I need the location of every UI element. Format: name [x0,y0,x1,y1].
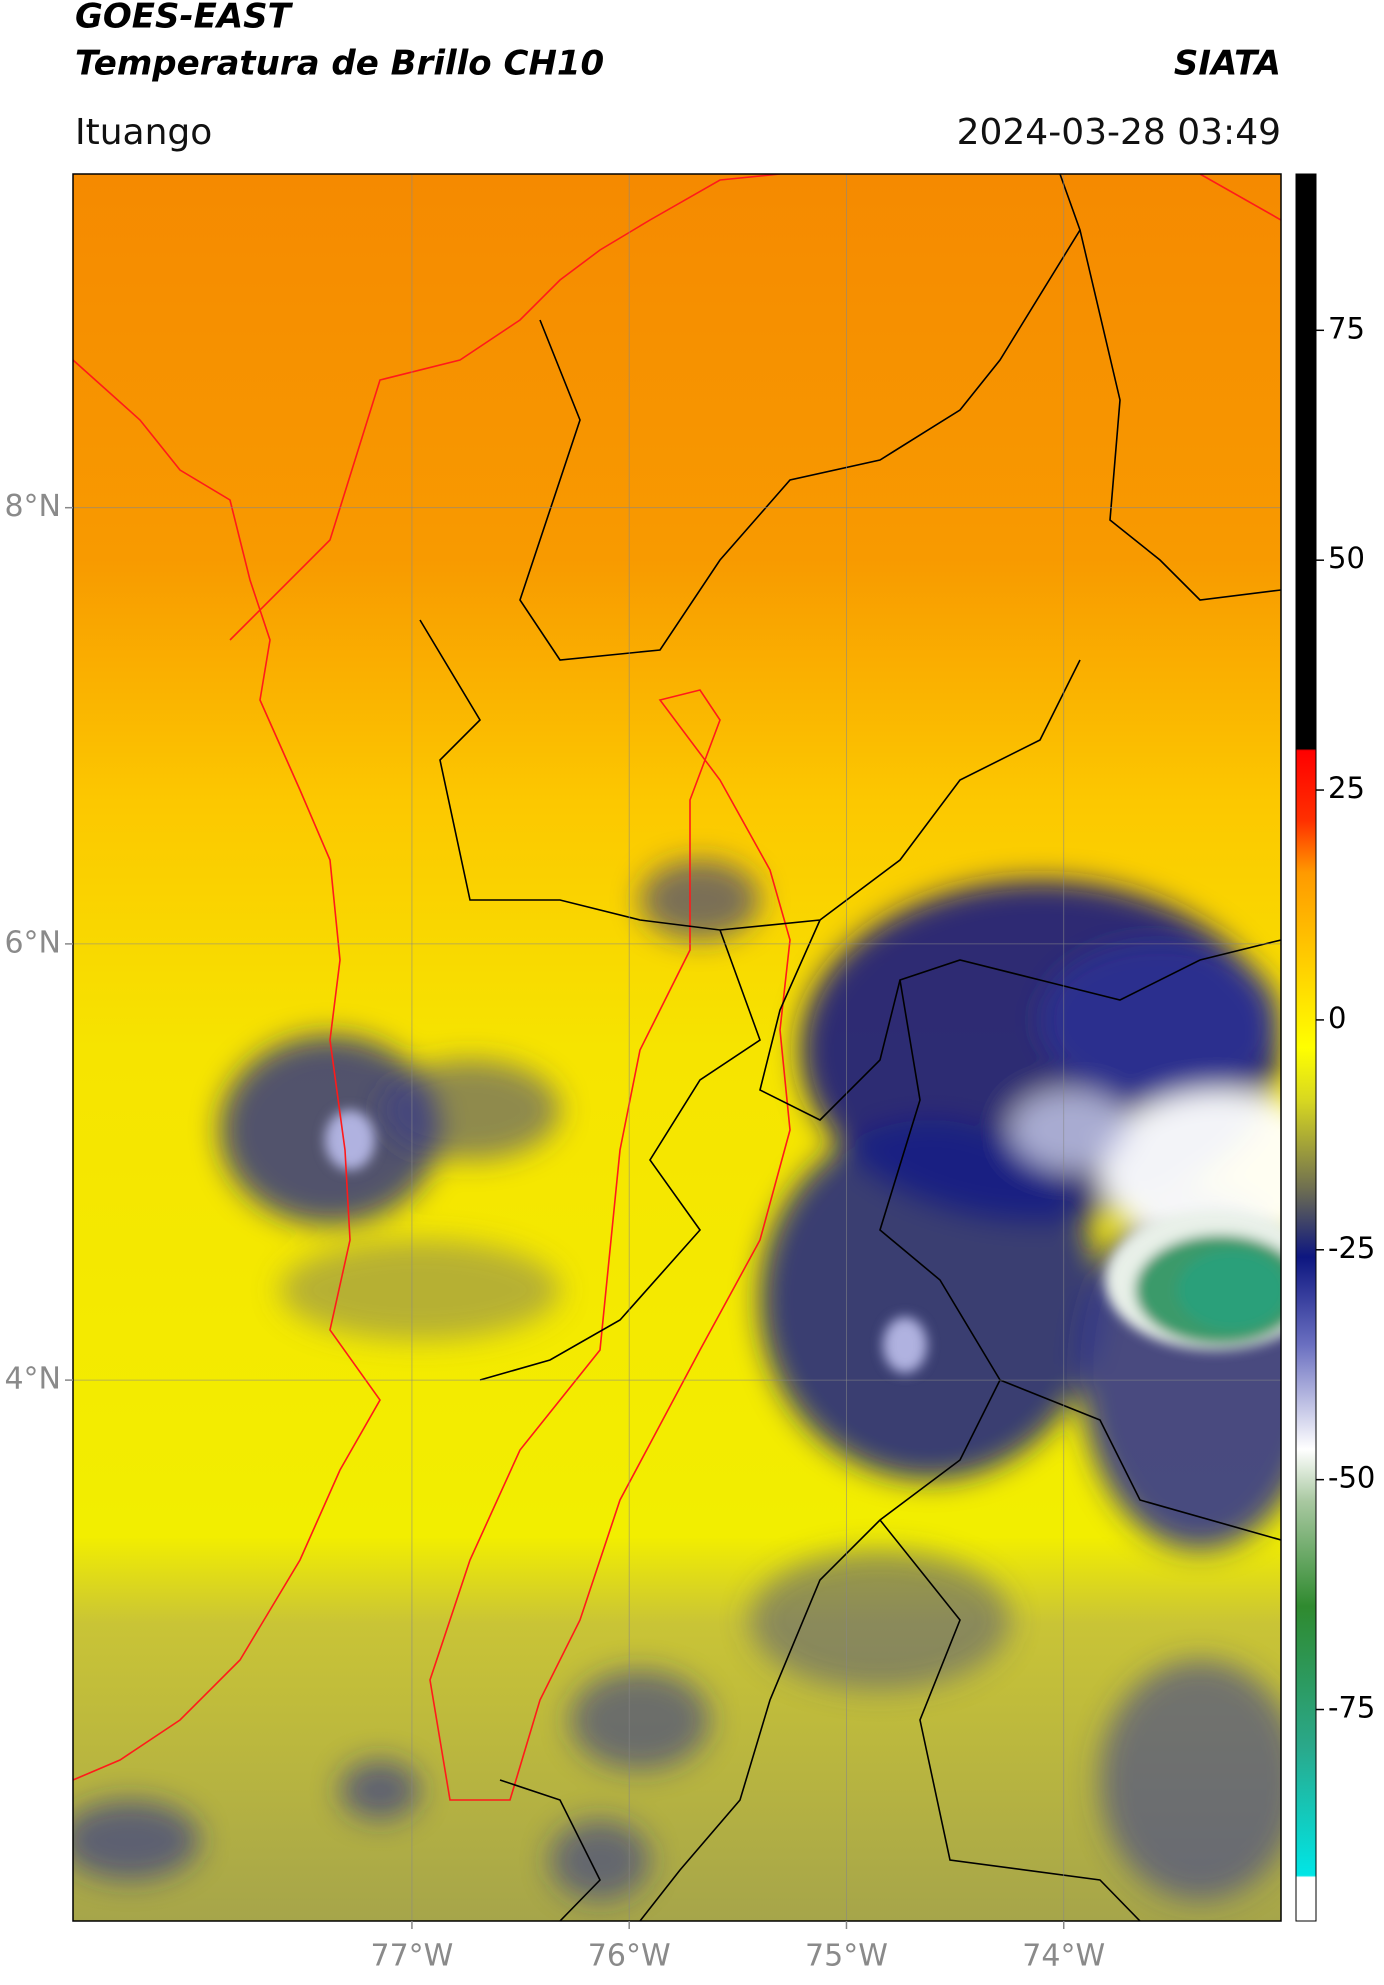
colorbar-tick-label: -25 [1328,1231,1375,1265]
colorbar-tick-label: 25 [1328,771,1365,805]
colorbar [1295,173,1317,1922]
lon-tick-label: 74°W [1022,1939,1105,1974]
lon-tick-label: 75°W [805,1939,888,1974]
colorbar-tick-label: 0 [1328,1001,1346,1035]
colorbar-tick-label: 50 [1328,541,1365,575]
datetime: 2024-03-28 03:49 [957,112,1281,153]
lon-tick-label: 77°W [371,1939,454,1974]
map-frame [72,173,1282,1922]
lon-tick-label: 76°W [588,1939,671,1974]
colorbar-tick-label: -75 [1328,1691,1375,1725]
title-line1: GOES-EAST [75,0,294,37]
lat-tick-label: 8°N [4,489,61,524]
colorbar-tick-label: 75 [1328,311,1365,345]
lat-tick-label: 4°N [4,1362,61,1397]
graticule [73,174,1281,1921]
axis-labels: 4°N 6°N 8°N 77°W 76°W 75°W 74°W 75 50 25 0 -25 -50 -7… [4,311,1375,1973]
lat-tick-label: 6°N [4,925,61,960]
location: Ituango [75,112,212,153]
colorbar-tick-label: -50 [1328,1461,1375,1495]
title-line2: Temperatura de Brillo CH10 [75,44,604,84]
source: SIATA [1174,44,1281,84]
satellite-image [73,174,1281,1921]
